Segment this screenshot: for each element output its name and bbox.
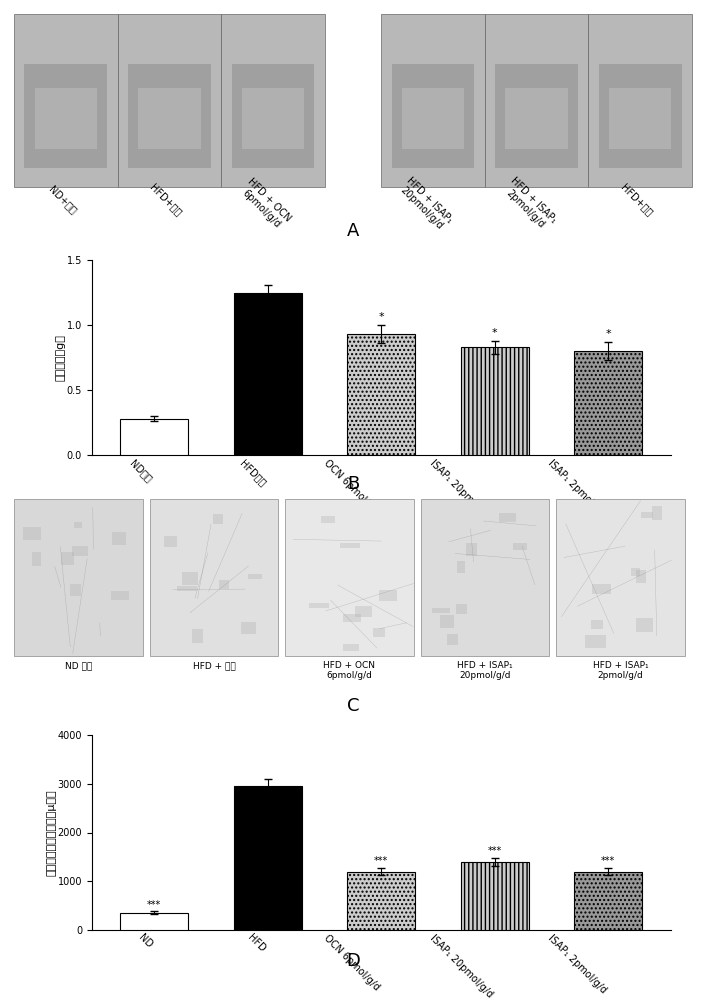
Bar [150,499,278,656]
Text: ND 载剂: ND 载剂 [65,661,92,670]
Bar [32,552,41,566]
Bar [234,786,301,930]
Text: A: A [347,222,359,240]
Bar [392,64,474,168]
Text: ***: *** [147,900,162,910]
Text: HFD + ISAP₁
20pmol/g/d: HFD + ISAP₁ 20pmol/g/d [457,661,513,680]
Text: HFD+载剂: HFD+载剂 [148,183,184,218]
Bar [213,514,223,524]
Bar [636,570,646,583]
Bar [164,536,177,547]
Y-axis label: 脊肪重量（g）: 脊肪重量（g） [55,334,65,381]
Bar [342,644,359,651]
Bar [192,629,203,643]
Bar [74,522,82,528]
Bar [35,88,97,149]
Bar [347,334,415,455]
Bar [221,14,325,187]
Text: C: C [347,697,359,715]
Bar [14,499,143,656]
Bar [112,532,126,545]
Text: B: B [347,475,359,493]
Bar [347,871,415,930]
Bar [485,14,588,187]
Bar [574,351,642,455]
Bar [432,608,450,613]
Bar [25,64,107,168]
Bar [631,568,640,576]
Bar [128,64,211,168]
Text: HFD + 载剂: HFD + 载剂 [193,661,235,670]
Text: *: * [378,312,384,322]
Bar [232,64,314,168]
Bar [592,584,611,594]
Bar [309,603,329,608]
Bar [421,499,549,656]
Bar [120,419,189,455]
Bar [513,543,527,550]
Text: *: * [492,328,498,338]
Bar [342,614,361,622]
Bar [381,14,485,187]
Text: ND+载剂: ND+载剂 [47,185,78,216]
Bar [585,635,606,648]
Bar [498,513,516,522]
Bar [234,292,301,455]
Bar [176,586,197,591]
Bar [219,580,229,589]
Bar [321,516,335,523]
Bar [641,512,652,518]
Bar [441,615,455,628]
Text: HFD+载剂: HFD+载剂 [618,183,654,218]
Bar [466,543,477,556]
Text: HFD + OCN
6pmol/g/d: HFD + OCN 6pmol/g/d [238,177,293,232]
Bar [111,591,129,600]
Bar [591,620,604,629]
Bar [23,527,41,540]
Bar [138,88,201,149]
Bar [402,88,464,149]
Text: ***: *** [601,856,616,866]
Bar [118,14,221,187]
Bar [242,88,304,149]
Bar [181,572,198,585]
Bar [61,552,74,565]
Text: *: * [606,329,611,339]
Bar [505,88,568,149]
Text: D: D [346,952,360,970]
Bar [635,618,653,632]
Bar [355,606,372,617]
Bar [340,543,359,548]
Bar [461,862,529,930]
Bar [285,499,414,656]
Bar [241,622,256,634]
Bar [457,561,465,573]
Bar [14,14,118,187]
Bar [447,634,458,645]
Text: ***: *** [374,856,388,866]
Bar [556,499,685,656]
Text: HFD + ISAP₁
2pmol/g/d: HFD + ISAP₁ 2pmol/g/d [593,661,648,680]
Text: HFD + ISAP₁
2pmol/g/d: HFD + ISAP₁ 2pmol/g/d [500,175,558,233]
Bar [248,574,262,579]
Bar [652,506,662,520]
Bar [574,871,642,930]
Bar [120,913,189,930]
Bar [379,590,397,601]
Text: HFD + ISAP₁
20pmol/g/d: HFD + ISAP₁ 20pmol/g/d [396,175,455,233]
Y-axis label: 平均脂肪细胞表面积（μ㎡）: 平均脂肪细胞表面积（μ㎡） [46,789,56,876]
Bar [588,14,692,187]
Bar [495,64,578,168]
Text: ***: *** [488,846,502,856]
Bar [461,347,529,455]
Text: HFD + OCN
6pmol/g/d: HFD + OCN 6pmol/g/d [323,661,376,680]
Bar [70,584,80,596]
Bar [599,64,681,168]
Bar [72,546,88,556]
Bar [609,88,671,149]
Bar [373,628,385,637]
Bar [455,604,467,614]
